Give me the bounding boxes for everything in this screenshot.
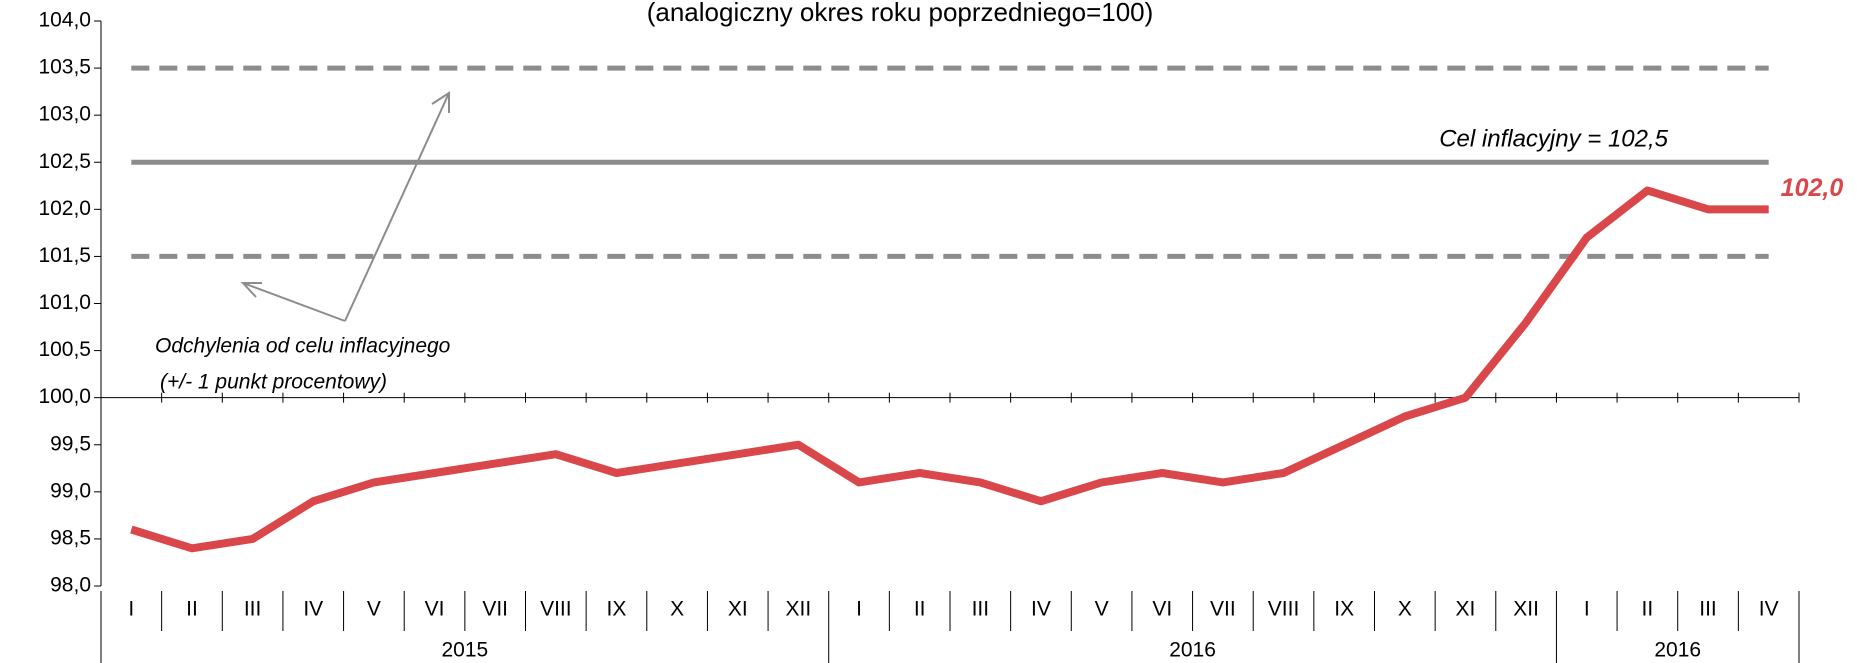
y-tick-label: 104,0: [38, 9, 91, 32]
x-tick-label: IV: [1031, 598, 1051, 621]
y-tick-label: 101,0: [38, 291, 91, 314]
x-tick-label: II: [186, 598, 198, 621]
x-tick-label: XII: [1513, 598, 1539, 621]
annotation-arrow: [242, 282, 346, 322]
x-tick-label: XI: [728, 598, 748, 621]
x-tick-label: III: [1699, 598, 1717, 621]
y-tick-label: 103,0: [38, 103, 91, 126]
x-tick-label: III: [972, 598, 990, 621]
x-tick-label: XII: [786, 598, 812, 621]
x-tick-label: XI: [1456, 598, 1476, 621]
y-tick-label: 99,5: [50, 432, 91, 455]
arrow-head: [240, 282, 262, 298]
y-tick-label: 102,5: [38, 150, 91, 173]
annotation-arrow: [344, 92, 450, 322]
x-tick-label: VI: [1152, 598, 1172, 621]
reference-label: Cel inflacyjny = 102,5: [1439, 126, 1668, 153]
x-tick-label: VIII: [1268, 598, 1300, 621]
arrow-head: [431, 91, 450, 113]
x-tick-label: I: [1584, 598, 1590, 621]
y-tick-label: 102,0: [38, 197, 91, 220]
x-tick-label: IX: [607, 598, 627, 621]
x-tick-label: IX: [1334, 598, 1354, 621]
y-tick-label: 100,5: [38, 338, 91, 361]
group-label: 2016: [1654, 639, 1701, 662]
y-tick-label: 98,5: [50, 526, 91, 549]
x-tick-label: V: [367, 598, 381, 621]
x-tick-label: X: [670, 598, 684, 621]
x-tick-label: IV: [1759, 598, 1779, 621]
x-tick-label: X: [1398, 598, 1412, 621]
x-tick-label: VII: [1210, 598, 1236, 621]
x-tick-label: VI: [425, 598, 445, 621]
x-tick-label: VIII: [540, 598, 572, 621]
x-tick-label: IV: [303, 598, 323, 621]
chart-title: (analogiczny okres roku poprzedniego=100…: [647, 0, 1154, 27]
y-tick-label: 99,0: [50, 479, 91, 502]
x-tick-label: V: [1095, 598, 1109, 621]
annotation: (+/- 1 punkt procentowy): [160, 371, 387, 394]
x-tick-label: II: [914, 598, 926, 621]
y-tick-label: 100,0: [38, 385, 91, 408]
y-tick-label: 101,5: [38, 244, 91, 267]
x-tick-label: II: [1642, 598, 1654, 621]
x-tick-label: III: [244, 598, 262, 621]
x-tick-label: VII: [482, 598, 508, 621]
x-tick-label: I: [856, 598, 862, 621]
series-line: [130, 186, 1769, 553]
group-label: 2016: [1169, 639, 1216, 662]
x-tick-label: I: [128, 598, 134, 621]
y-tick-label: 98,0: [50, 574, 91, 597]
group-label: 2015: [441, 639, 488, 662]
y-tick-label: 103,5: [38, 56, 91, 79]
annotation: Odchylenia od celu inflacyjnego: [155, 335, 451, 358]
data-label: 102,0: [1781, 174, 1844, 202]
